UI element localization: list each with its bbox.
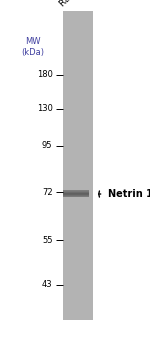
Text: 180: 180	[37, 70, 52, 79]
Bar	[63, 196, 88, 197]
Text: 95: 95	[42, 141, 52, 151]
Bar	[63, 190, 88, 191]
Bar	[63, 192, 88, 193]
Bar	[63, 194, 88, 195]
Bar	[63, 191, 88, 192]
Text: MW
(kDa): MW (kDa)	[21, 37, 45, 57]
Bar	[63, 11, 93, 320]
Bar	[63, 192, 88, 193]
Bar	[63, 195, 88, 196]
Text: 72: 72	[42, 188, 52, 197]
Text: 43: 43	[42, 280, 52, 289]
Bar	[63, 191, 88, 192]
Bar	[63, 193, 88, 194]
Text: 130: 130	[37, 104, 52, 113]
Bar	[63, 196, 88, 197]
Text: 55: 55	[42, 236, 52, 245]
Text: Rat heart: Rat heart	[58, 0, 94, 9]
Bar	[63, 194, 88, 195]
Bar	[63, 195, 88, 196]
Text: Netrin 1: Netrin 1	[108, 189, 150, 199]
Bar	[63, 193, 88, 194]
Bar	[63, 195, 88, 196]
